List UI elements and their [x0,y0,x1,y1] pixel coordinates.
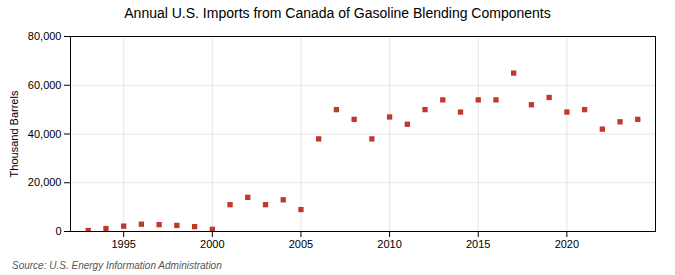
html-text:Annual U.S. Imports from Canad: Annual U.S. Imports from Canada of Gasol… [124,5,551,21]
svg-text:60,000: 60,000 [28,79,62,91]
svg-text:2000: 2000 [200,238,224,250]
svg-text:1995: 1995 [111,238,135,250]
html-text:Source: U.S. Energy Informatio: Source: U.S. Energy Information Administ… [12,260,222,271]
svg-text:40,000: 40,000 [28,128,62,140]
svg-text:2015: 2015 [466,238,490,250]
svg-text:2020: 2020 [555,238,579,250]
svg-text:80,000: 80,000 [28,30,62,42]
svg-text:2005: 2005 [289,238,313,250]
svg-text:0: 0 [55,225,61,237]
svg-text:20,000: 20,000 [28,176,62,188]
svg-text:Thousand Barrels: Thousand Barrels [8,90,20,177]
svg-text:2010: 2010 [377,238,401,250]
